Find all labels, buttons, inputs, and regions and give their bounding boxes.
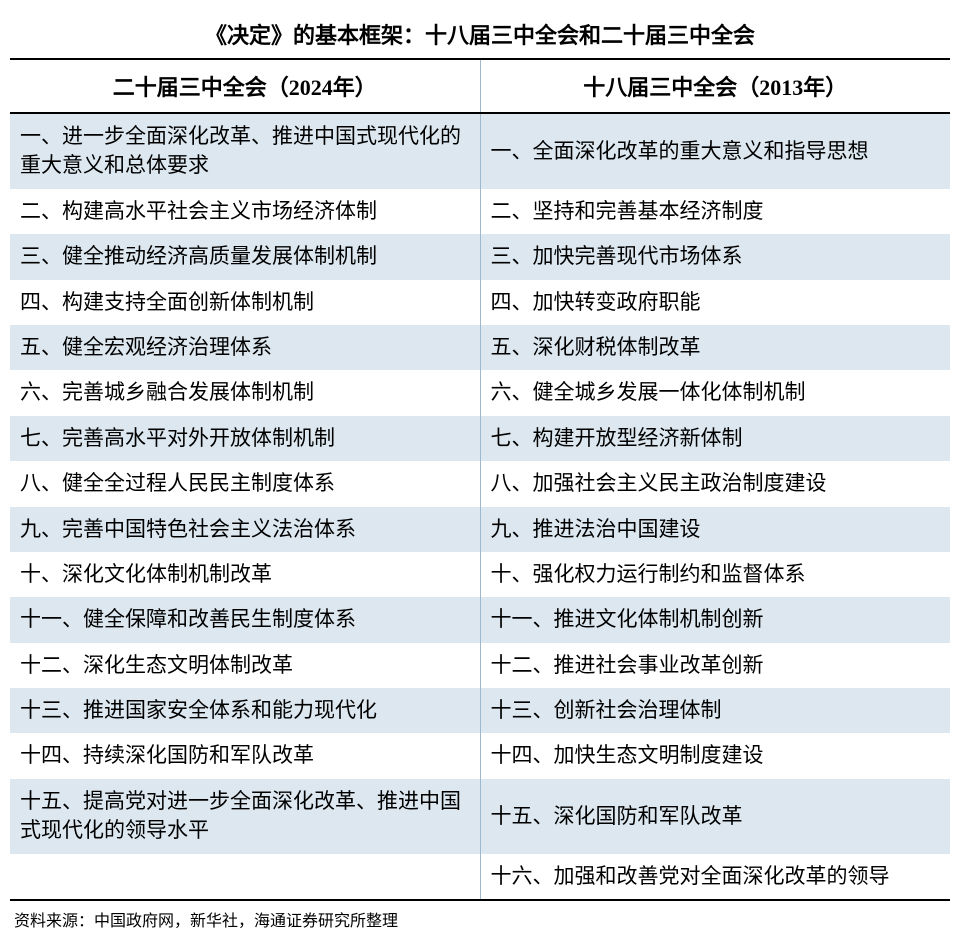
table-header-row: 二十届三中全会（2024年） 十八届三中全会（2013年） (10, 60, 950, 113)
cell-left: 十、深化文化体制机制改革 (10, 552, 480, 597)
cell-right: 十二、推进社会事业改革创新 (480, 643, 950, 688)
column-header-right: 十八届三中全会（2013年） (480, 60, 950, 113)
table-row: 八、健全全过程人民民主制度体系 八、加强社会主义民主政治制度建设 (10, 461, 950, 506)
table-row: 四、构建支持全面创新体制机制 四、加快转变政府职能 (10, 280, 950, 325)
cell-right: 七、构建开放型经济新体制 (480, 416, 950, 461)
column-header-left: 二十届三中全会（2024年） (10, 60, 480, 113)
cell-left: 三、健全推动经济高质量发展体制机制 (10, 234, 480, 279)
table-row: 十二、深化生态文明体制改革 十二、推进社会事业改革创新 (10, 643, 950, 688)
table-row: 九、完善中国特色社会主义法治体系 九、推进法治中国建设 (10, 507, 950, 552)
cell-left: 八、健全全过程人民民主制度体系 (10, 461, 480, 506)
cell-left: 六、完善城乡融合发展体制机制 (10, 370, 480, 415)
cell-left: 十三、推进国家安全体系和能力现代化 (10, 688, 480, 733)
cell-right: 四、加快转变政府职能 (480, 280, 950, 325)
cell-left: 七、完善高水平对外开放体制机制 (10, 416, 480, 461)
table-row: 十四、持续深化国防和军队改革 十四、加快生态文明制度建设 (10, 733, 950, 778)
table-row: 三、健全推动经济高质量发展体制机制 三、加快完善现代市场体系 (10, 234, 950, 279)
cell-left: 十一、健全保障和改善民生制度体系 (10, 597, 480, 642)
cell-right: 一、全面深化改革的重大意义和指导思想 (480, 113, 950, 189)
cell-left: 十二、深化生态文明体制改革 (10, 643, 480, 688)
cell-left: 二、构建高水平社会主义市场经济体制 (10, 189, 480, 234)
table-title: 《决定》的基本框架：十八届三中全会和二十届三中全会 (10, 10, 950, 60)
cell-left (10, 854, 480, 899)
cell-left: 一、进一步全面深化改革、推进中国式现代化的重大意义和总体要求 (10, 113, 480, 189)
cell-left: 十四、持续深化国防和军队改革 (10, 733, 480, 778)
source-note: 资料来源：中国政府网，新华社，海通证券研究所整理 (10, 901, 950, 937)
cell-right: 五、深化财税体制改革 (480, 325, 950, 370)
cell-right: 十、强化权力运行制约和监督体系 (480, 552, 950, 597)
table-row: 六、完善城乡融合发展体制机制 六、健全城乡发展一体化体制机制 (10, 370, 950, 415)
cell-right: 三、加快完善现代市场体系 (480, 234, 950, 279)
cell-right: 十三、创新社会治理体制 (480, 688, 950, 733)
cell-left: 五、健全宏观经济治理体系 (10, 325, 480, 370)
cell-right: 二、坚持和完善基本经济制度 (480, 189, 950, 234)
cell-right: 八、加强社会主义民主政治制度建设 (480, 461, 950, 506)
cell-right: 十四、加快生态文明制度建设 (480, 733, 950, 778)
table-row: 二、构建高水平社会主义市场经济体制 二、坚持和完善基本经济制度 (10, 189, 950, 234)
table-row: 十六、加强和改善党对全面深化改革的领导 (10, 854, 950, 899)
cell-right: 十一、推进文化体制机制创新 (480, 597, 950, 642)
table-row: 十一、健全保障和改善民生制度体系 十一、推进文化体制机制创新 (10, 597, 950, 642)
cell-right: 九、推进法治中国建设 (480, 507, 950, 552)
cell-left: 四、构建支持全面创新体制机制 (10, 280, 480, 325)
cell-right: 十五、深化国防和军队改革 (480, 779, 950, 854)
comparison-table: 二十届三中全会（2024年） 十八届三中全会（2013年） 一、进一步全面深化改… (10, 60, 950, 899)
cell-right: 六、健全城乡发展一体化体制机制 (480, 370, 950, 415)
table-row: 十五、提高党对进一步全面深化改革、推进中国式现代化的领导水平 十五、深化国防和军… (10, 779, 950, 854)
cell-right: 十六、加强和改善党对全面深化改革的领导 (480, 854, 950, 899)
cell-left: 十五、提高党对进一步全面深化改革、推进中国式现代化的领导水平 (10, 779, 480, 854)
cell-left: 九、完善中国特色社会主义法治体系 (10, 507, 480, 552)
table-row: 十三、推进国家安全体系和能力现代化 十三、创新社会治理体制 (10, 688, 950, 733)
table-row: 五、健全宏观经济治理体系 五、深化财税体制改革 (10, 325, 950, 370)
table-row: 七、完善高水平对外开放体制机制 七、构建开放型经济新体制 (10, 416, 950, 461)
table-row: 一、进一步全面深化改革、推进中国式现代化的重大意义和总体要求 一、全面深化改革的… (10, 113, 950, 189)
table-container: 《决定》的基本框架：十八届三中全会和二十届三中全会 二十届三中全会（2024年）… (10, 10, 950, 937)
table-body: 一、进一步全面深化改革、推进中国式现代化的重大意义和总体要求 一、全面深化改革的… (10, 113, 950, 899)
table-row: 十、深化文化体制机制改革 十、强化权力运行制约和监督体系 (10, 552, 950, 597)
